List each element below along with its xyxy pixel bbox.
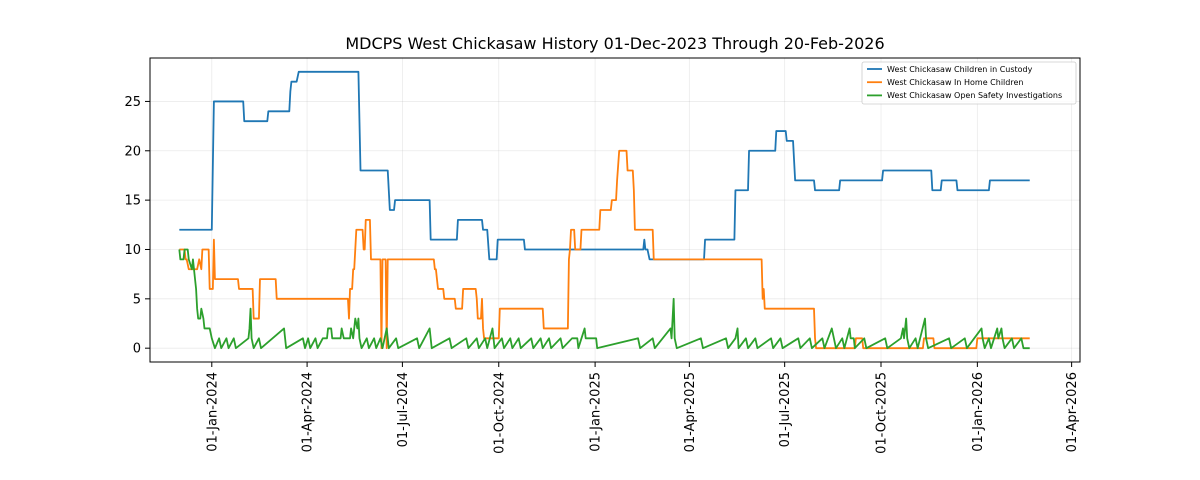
y-tick-label: 20 xyxy=(124,144,141,159)
x-tick-label: 01-Jul-2024 xyxy=(396,372,411,447)
legend-box xyxy=(861,61,1077,105)
series-line-1 xyxy=(179,70,1030,261)
series-line-3 xyxy=(178,248,1030,350)
chart-title: MDCPS West Chickasaw History 01-Dec-2023… xyxy=(345,34,884,53)
y-tick-label: 5 xyxy=(133,292,141,307)
plot-area-frame xyxy=(149,57,1081,363)
series-line-2 xyxy=(179,149,1030,350)
legend-label-1: West Chickasaw Children in Custody xyxy=(887,65,1033,74)
axes: 0 5 10 15 20 25 01-Jan-2024 01-Apr-2024 01-Jul-2… xyxy=(124,95,1080,454)
x-tick-label: 01-Jul-2025 xyxy=(778,372,793,447)
x-tick-label: 01-Apr-2024 xyxy=(301,372,316,452)
series-lines xyxy=(178,70,1030,350)
legend-label-3: West Chickasaw Open Safety Investigation… xyxy=(887,91,1062,100)
legend: West Chickasaw Children in Custody West C… xyxy=(861,61,1077,105)
x-tick-label: 01-Apr-2026 xyxy=(1065,372,1080,452)
x-tick-label: 01-Jan-2024 xyxy=(205,372,220,452)
x-tick-label: 01-Oct-2025 xyxy=(875,372,890,454)
y-tick-label: 15 xyxy=(124,194,141,209)
gridlines xyxy=(150,58,1080,362)
x-tick-label: 01-Oct-2024 xyxy=(492,372,507,454)
x-tick-label: 01-Jan-2026 xyxy=(971,372,986,452)
x-tick-label: 01-Jan-2025 xyxy=(589,372,604,452)
y-tick-label: 10 xyxy=(124,243,141,258)
y-tick-label: 25 xyxy=(124,95,141,110)
x-tick-label: 01-Apr-2025 xyxy=(683,372,698,452)
legend-label-2: West Chickasaw In Home Children xyxy=(887,78,1023,87)
y-tick-label: 0 xyxy=(133,342,141,357)
